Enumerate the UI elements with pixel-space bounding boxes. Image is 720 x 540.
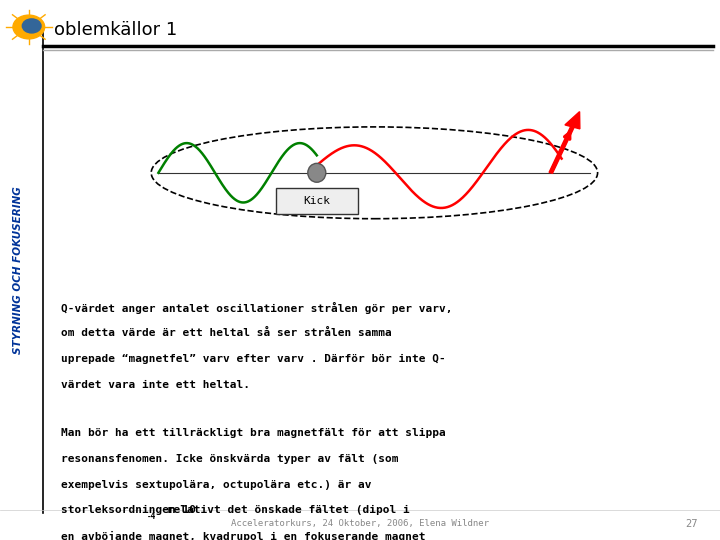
Text: oblemkällor 1: oblemkällor 1 — [54, 21, 177, 39]
Text: relativt det önskade fältet (dipol i: relativt det önskade fältet (dipol i — [160, 505, 410, 516]
Text: storleksordningen 10: storleksordningen 10 — [61, 505, 196, 516]
Text: uprepade “magnetfel” varv efter varv . Därför bör inte Q-: uprepade “magnetfel” varv efter varv . D… — [61, 354, 446, 364]
Text: STYRNING OCH FOKUSERING: STYRNING OCH FOKUSERING — [13, 186, 23, 354]
Text: exempelvis sextupolära, octupolära etc.) är av: exempelvis sextupolära, octupolära etc.)… — [61, 480, 372, 490]
Text: en avböjande magnet, kvadrupol i en fokuserande magnet: en avböjande magnet, kvadrupol i en foku… — [61, 531, 426, 540]
Text: värdet vara inte ett heltal.: värdet vara inte ett heltal. — [61, 380, 251, 390]
FancyBboxPatch shape — [276, 188, 358, 214]
FancyArrow shape — [549, 112, 580, 173]
Text: Kick: Kick — [303, 197, 330, 206]
Circle shape — [13, 15, 45, 39]
Text: om detta värde är ett heltal så ser strålen samma: om detta värde är ett heltal så ser strå… — [61, 328, 392, 339]
Text: 27: 27 — [685, 519, 698, 529]
Text: Acceleratorkurs, 24 Oktober, 2006, Elena Wildner: Acceleratorkurs, 24 Oktober, 2006, Elena… — [231, 519, 489, 528]
Text: Q-värdet anger antalet oscillationer strålen gör per varv,: Q-värdet anger antalet oscillationer str… — [61, 302, 453, 314]
Circle shape — [22, 19, 41, 33]
Text: Man bör ha ett tillräckligt bra magnetfält för att slippa: Man bör ha ett tillräckligt bra magnetfä… — [61, 428, 446, 438]
Text: -4: -4 — [147, 512, 156, 522]
Text: resonansfenomen. Icke önskvärda typer av fält (som: resonansfenomen. Icke önskvärda typer av… — [61, 454, 399, 464]
Ellipse shape — [308, 163, 325, 183]
